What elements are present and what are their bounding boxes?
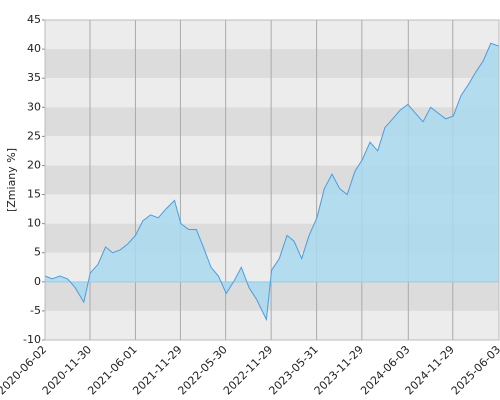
y-axis-label: [Zmiany %]	[5, 148, 18, 212]
y-tick-label: 5	[34, 246, 41, 259]
grid-band	[45, 49, 499, 79]
y-tick-label: 0	[34, 275, 41, 288]
y-tick-label: 45	[27, 13, 41, 26]
y-tick-label: 10	[27, 217, 41, 230]
grid-band	[45, 310, 499, 340]
grid-band	[45, 281, 499, 311]
line	[44, 42, 500, 322]
y-tick-label: 15	[27, 188, 41, 201]
area	[45, 43, 499, 320]
y-tick-label: -10	[23, 333, 41, 346]
y-tick-label: 40	[27, 42, 41, 55]
y-tick-label: 35	[27, 71, 41, 84]
grid-band	[45, 78, 499, 108]
plot-border	[44, 19, 500, 341]
y-tick-label: -5	[30, 304, 41, 317]
y-tick-label: 30	[27, 100, 41, 113]
y-tick-label: 25	[27, 129, 41, 142]
y-tick-label: 20	[27, 158, 41, 171]
x-tick-label: 2025-06-03	[449, 343, 500, 397]
grid-band	[45, 20, 499, 50]
